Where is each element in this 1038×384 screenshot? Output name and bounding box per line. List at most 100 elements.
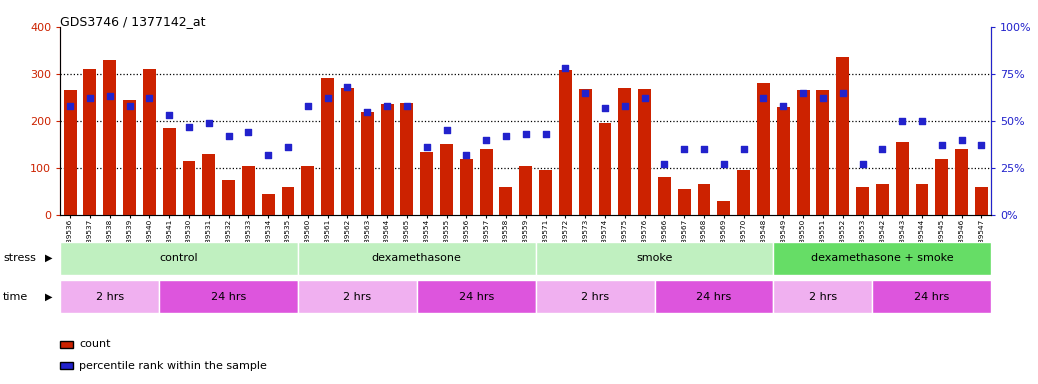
Bar <box>599 123 611 215</box>
Point <box>815 95 831 101</box>
Text: dexamethasone: dexamethasone <box>372 253 462 263</box>
Bar <box>281 187 295 215</box>
Bar <box>737 170 750 215</box>
Point <box>656 161 673 167</box>
Bar <box>298 280 417 313</box>
Text: stress: stress <box>3 253 36 263</box>
Point <box>597 105 613 111</box>
Point <box>874 146 891 152</box>
Point <box>220 133 237 139</box>
Point <box>695 146 712 152</box>
Bar <box>262 194 275 215</box>
Bar <box>183 161 195 215</box>
Bar <box>536 280 655 313</box>
Point <box>538 131 554 137</box>
Point <box>636 95 653 101</box>
Point <box>279 144 296 151</box>
Bar <box>417 280 536 313</box>
Point <box>438 127 455 134</box>
Point <box>379 103 395 109</box>
Bar <box>558 70 572 215</box>
Text: 24 hrs: 24 hrs <box>459 291 494 302</box>
Bar <box>159 280 298 313</box>
Text: control: control <box>160 253 198 263</box>
Point <box>320 95 336 101</box>
Point <box>161 112 177 118</box>
Point <box>835 90 851 96</box>
Bar <box>638 89 651 215</box>
Point <box>300 103 317 109</box>
Bar <box>143 69 156 215</box>
Bar <box>619 88 631 215</box>
Point <box>399 103 415 109</box>
Point <box>676 146 692 152</box>
Point <box>854 161 871 167</box>
Bar <box>104 60 116 215</box>
Point <box>756 95 772 101</box>
Bar <box>381 104 393 215</box>
Bar <box>796 90 810 215</box>
Bar <box>298 242 536 275</box>
Point <box>121 103 138 109</box>
Point <box>775 103 792 109</box>
Point <box>62 103 79 109</box>
Point <box>477 137 494 143</box>
Text: smoke: smoke <box>636 253 673 263</box>
Bar <box>321 78 334 215</box>
Bar <box>420 152 433 215</box>
Text: count: count <box>79 339 110 349</box>
Point <box>141 95 158 101</box>
Point <box>894 118 910 124</box>
Text: time: time <box>3 291 28 302</box>
Bar <box>935 159 948 215</box>
Bar <box>401 103 413 215</box>
Point <box>260 152 276 158</box>
Text: 2 hrs: 2 hrs <box>809 291 837 302</box>
Point <box>418 144 435 151</box>
Bar <box>83 69 97 215</box>
Text: dexamethasone + smoke: dexamethasone + smoke <box>811 253 954 263</box>
Point <box>497 133 514 139</box>
Bar <box>536 242 773 275</box>
Bar <box>124 100 136 215</box>
Point <box>339 84 356 90</box>
Text: 24 hrs: 24 hrs <box>914 291 950 302</box>
Bar <box>876 184 889 215</box>
Bar <box>773 280 872 313</box>
Bar <box>480 149 493 215</box>
Point <box>577 90 594 96</box>
Point <box>102 93 118 99</box>
Bar <box>60 242 298 275</box>
Text: 24 hrs: 24 hrs <box>696 291 732 302</box>
Point <box>973 142 989 149</box>
Bar <box>678 189 690 215</box>
Point <box>200 120 217 126</box>
Bar <box>342 88 354 215</box>
Bar <box>222 180 235 215</box>
Point <box>795 90 812 96</box>
Bar <box>63 90 77 215</box>
Bar <box>975 187 988 215</box>
Bar <box>655 280 773 313</box>
Bar <box>916 184 928 215</box>
Point <box>181 124 197 130</box>
Text: 2 hrs: 2 hrs <box>95 291 124 302</box>
Point <box>240 129 256 135</box>
Bar <box>163 128 175 215</box>
Bar <box>896 142 908 215</box>
Bar <box>440 144 453 215</box>
Bar <box>242 166 255 215</box>
Bar <box>301 166 315 215</box>
Text: ▶: ▶ <box>45 291 52 302</box>
Bar <box>773 242 991 275</box>
Bar <box>519 166 532 215</box>
Bar <box>817 90 829 215</box>
Bar <box>202 154 215 215</box>
Bar <box>717 201 731 215</box>
Bar <box>539 170 552 215</box>
Bar <box>856 187 869 215</box>
Bar <box>757 83 770 215</box>
Bar <box>579 89 592 215</box>
Point <box>913 118 930 124</box>
Point <box>715 161 732 167</box>
